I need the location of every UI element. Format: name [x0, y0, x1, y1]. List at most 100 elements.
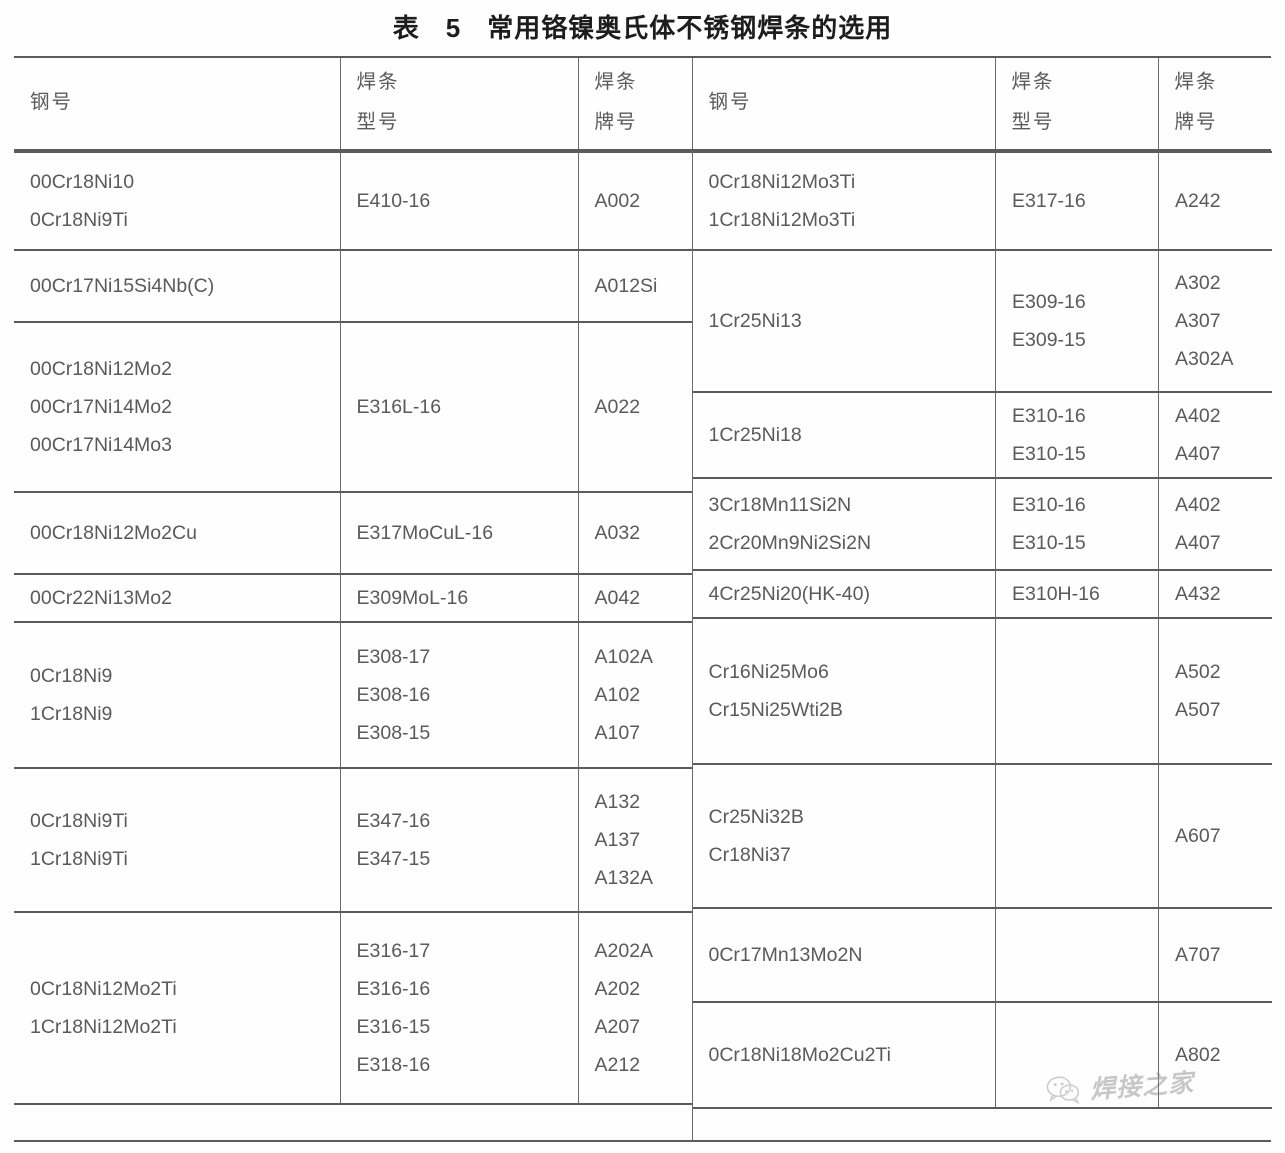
right-brand-cell: A802 [1158, 1000, 1272, 1109]
right-steel-value: 2Cr20Mn9Ni2Si2N [708, 531, 872, 554]
right-type-value: E309-16 [1012, 290, 1086, 313]
table-row: 0Cr18Ni12Mo2Ti 1Cr18Ni12Mo2Ti E316-17 E316-… [14, 910, 692, 1105]
left-brand-cell: A002 [577, 150, 692, 251]
header-electrode-type-left: 焊条 型号 [339, 56, 579, 151]
header-electrode-type-right: 焊条 型号 [994, 56, 1159, 151]
header-electrode-brand-left-line-2: 牌号 [594, 111, 638, 134]
right-steel-value: Cr18Ni37 [708, 843, 791, 866]
right-type-value: E310H-16 [1012, 582, 1100, 605]
left-type-value: E347-15 [356, 847, 431, 870]
left-steel-value: 0Cr18Ni9 [30, 664, 113, 687]
right-brand-value: A402 [1175, 493, 1221, 516]
left-type-cell [339, 248, 578, 323]
left-steel-value: 1Cr18Ni9 [30, 702, 113, 725]
table-row: 1Cr25Ni13 E309-16 E309-15 A302 A307 A302A [692, 248, 1272, 393]
right-brand-value: A302 [1175, 271, 1221, 294]
right-brand-cell: A502 A507 [1158, 616, 1272, 765]
left-type-value: E316-17 [356, 939, 431, 962]
right-type-cell: E310H-16 [995, 568, 1159, 619]
left-brand-cell: A132 A137 A132A [577, 766, 692, 913]
left-type-value: E317MoCuL-16 [356, 521, 494, 544]
right-type-value: E310-15 [1012, 442, 1086, 465]
table-row: 00Cr22Ni13Mo2 E309MoL-16 A042 [14, 572, 692, 623]
left-brand-value: A137 [594, 828, 641, 851]
left-brand-cell: A042 [577, 572, 692, 623]
right-steel-cell: 0Cr18Ni18Mo2Cu2Ti [692, 1000, 996, 1109]
left-brand-cell: A032 [577, 490, 692, 575]
right-brand-cell: A302 A307 A302A [1158, 248, 1272, 393]
right-brand-value: A307 [1175, 309, 1221, 332]
right-steel-cell: 4Cr25Ni20(HK-40) [692, 568, 996, 619]
left-brand-value: A202A [594, 939, 654, 962]
right-type-value: E309-15 [1012, 328, 1086, 351]
header-steel-grade-right: 钢号 [691, 56, 996, 151]
left-type-value: E318-16 [356, 1053, 431, 1076]
right-type-value: E317-16 [1012, 189, 1086, 212]
left-brand-value: A032 [594, 521, 641, 544]
right-steel-value: 0Cr18Ni12Mo3Ti [708, 170, 856, 193]
right-steel-cell: 1Cr25Ni13 [692, 248, 996, 393]
header-electrode-brand-right-line-1: 焊条 [1174, 71, 1218, 94]
header-electrode-type-left-line-2: 型号 [356, 111, 400, 134]
left-type-value: E316L-16 [356, 395, 442, 418]
table-row: 0Cr18Ni9Ti 1Cr18Ni9Ti E347-16 E347-15 A132 A1… [14, 766, 692, 913]
left-steel-cell: 00Cr18Ni12Mo2Cu [14, 490, 340, 575]
left-steel-value: 00Cr17Ni14Mo3 [30, 433, 172, 456]
right-steel-value: 1Cr25Ni18 [708, 423, 802, 446]
right-steel-value: 1Cr18Ni12Mo3Ti [708, 208, 856, 231]
header-electrode-type-left-line-1: 焊条 [356, 71, 400, 94]
caption-text: 常用铬镍奥氏体不锈钢焊条的选用 [487, 13, 893, 43]
right-type-cell: E310-16 E310-15 [995, 476, 1159, 571]
left-brand-cell: A022 [577, 320, 692, 493]
table-row: Cr16Ni25Mo6 Cr15Ni25Wti2B A502 A507 [692, 616, 1272, 765]
right-steel-value: 1Cr25Ni13 [708, 309, 802, 332]
right-brand-value: A432 [1175, 582, 1221, 605]
left-type-cell: E410-16 [339, 150, 578, 251]
left-brand-value: A207 [594, 1015, 641, 1038]
left-brand-value: A102 [594, 683, 641, 706]
table-row: 00Cr18Ni12Mo2 00Cr17Ni14Mo2 00Cr17Ni14Mo3 E… [14, 320, 692, 493]
right-steel-value: 4Cr25Ni20(HK-40) [708, 582, 870, 605]
left-type-cell: E347-16 E347-15 [339, 766, 578, 913]
left-brand-cell: A102A A102 A107 [577, 620, 692, 769]
left-type-cell: E309MoL-16 [339, 572, 578, 623]
right-brand-value: A707 [1175, 943, 1221, 966]
right-type-cell: E317-16 [995, 150, 1159, 251]
left-type-value: E410-16 [356, 189, 431, 212]
left-steel-value: 00Cr22Ni13Mo2 [30, 586, 172, 609]
left-type-cell: E308-17 E308-16 E308-15 [339, 620, 578, 769]
left-brand-value: A212 [594, 1053, 641, 1076]
header-electrode-brand-left-line-1: 焊条 [594, 71, 638, 94]
left-brand-value: A102A [594, 645, 654, 668]
right-brand-cell: A707 [1158, 906, 1272, 1003]
right-type-value: E310-15 [1012, 531, 1086, 554]
table-row: 00Cr18Ni10 0Cr18Ni9Ti E410-16 A002 [14, 150, 692, 251]
header-steel-grade-right-label: 钢号 [708, 91, 752, 114]
right-brand-value: A302A [1175, 347, 1234, 370]
right-type-cell: E309-16 E309-15 [995, 248, 1159, 393]
right-type-cell [995, 906, 1159, 1003]
table-row: 00Cr18Ni12Mo2Cu E317MoCuL-16 A032 [14, 490, 692, 575]
left-steel-value: 1Cr18Ni9Ti [30, 847, 128, 870]
caption-label: 表 [392, 13, 420, 43]
left-brand-value: A002 [594, 189, 641, 212]
right-brand-value: A507 [1175, 698, 1221, 721]
table-body: 钢号 焊条 型号 焊条 牌号 钢号 焊条 型号 焊条 牌号 00Cr18Ni10 0Cr18Ni9Ti… [14, 56, 1272, 1143]
left-steel-cell: 0Cr18Ni12Mo2Ti 1Cr18Ni12Mo2Ti [14, 910, 340, 1105]
left-type-value: E308-16 [356, 683, 431, 706]
table-row: 0Cr17Mn13Mo2N A707 [692, 906, 1272, 1003]
right-type-cell: E310-16 E310-15 [995, 390, 1159, 479]
right-brand-value: A242 [1175, 189, 1221, 212]
right-steel-value: Cr25Ni32B [708, 805, 804, 828]
header-electrode-brand-left: 焊条 牌号 [577, 56, 693, 151]
right-steel-cell: 0Cr18Ni12Mo3Ti 1Cr18Ni12Mo3Ti [692, 150, 996, 251]
left-type-value: E308-17 [356, 645, 431, 668]
table-header-row: 钢号 焊条 型号 焊条 牌号 钢号 焊条 型号 焊条 牌号 [14, 56, 1271, 151]
left-steel-cell: 00Cr17Ni15Si4Nb(C) [14, 248, 340, 323]
right-brand-cell: A432 [1158, 568, 1272, 619]
left-type-value: E347-16 [356, 809, 431, 832]
right-steel-cell: 0Cr17Mn13Mo2N [692, 906, 996, 1003]
right-steel-cell: Cr25Ni32B Cr18Ni37 [692, 762, 996, 909]
table-row: 4Cr25Ni20(HK-40) E310H-16 A432 [692, 568, 1272, 619]
left-steel-value: 00Cr18Ni10 [30, 170, 135, 193]
